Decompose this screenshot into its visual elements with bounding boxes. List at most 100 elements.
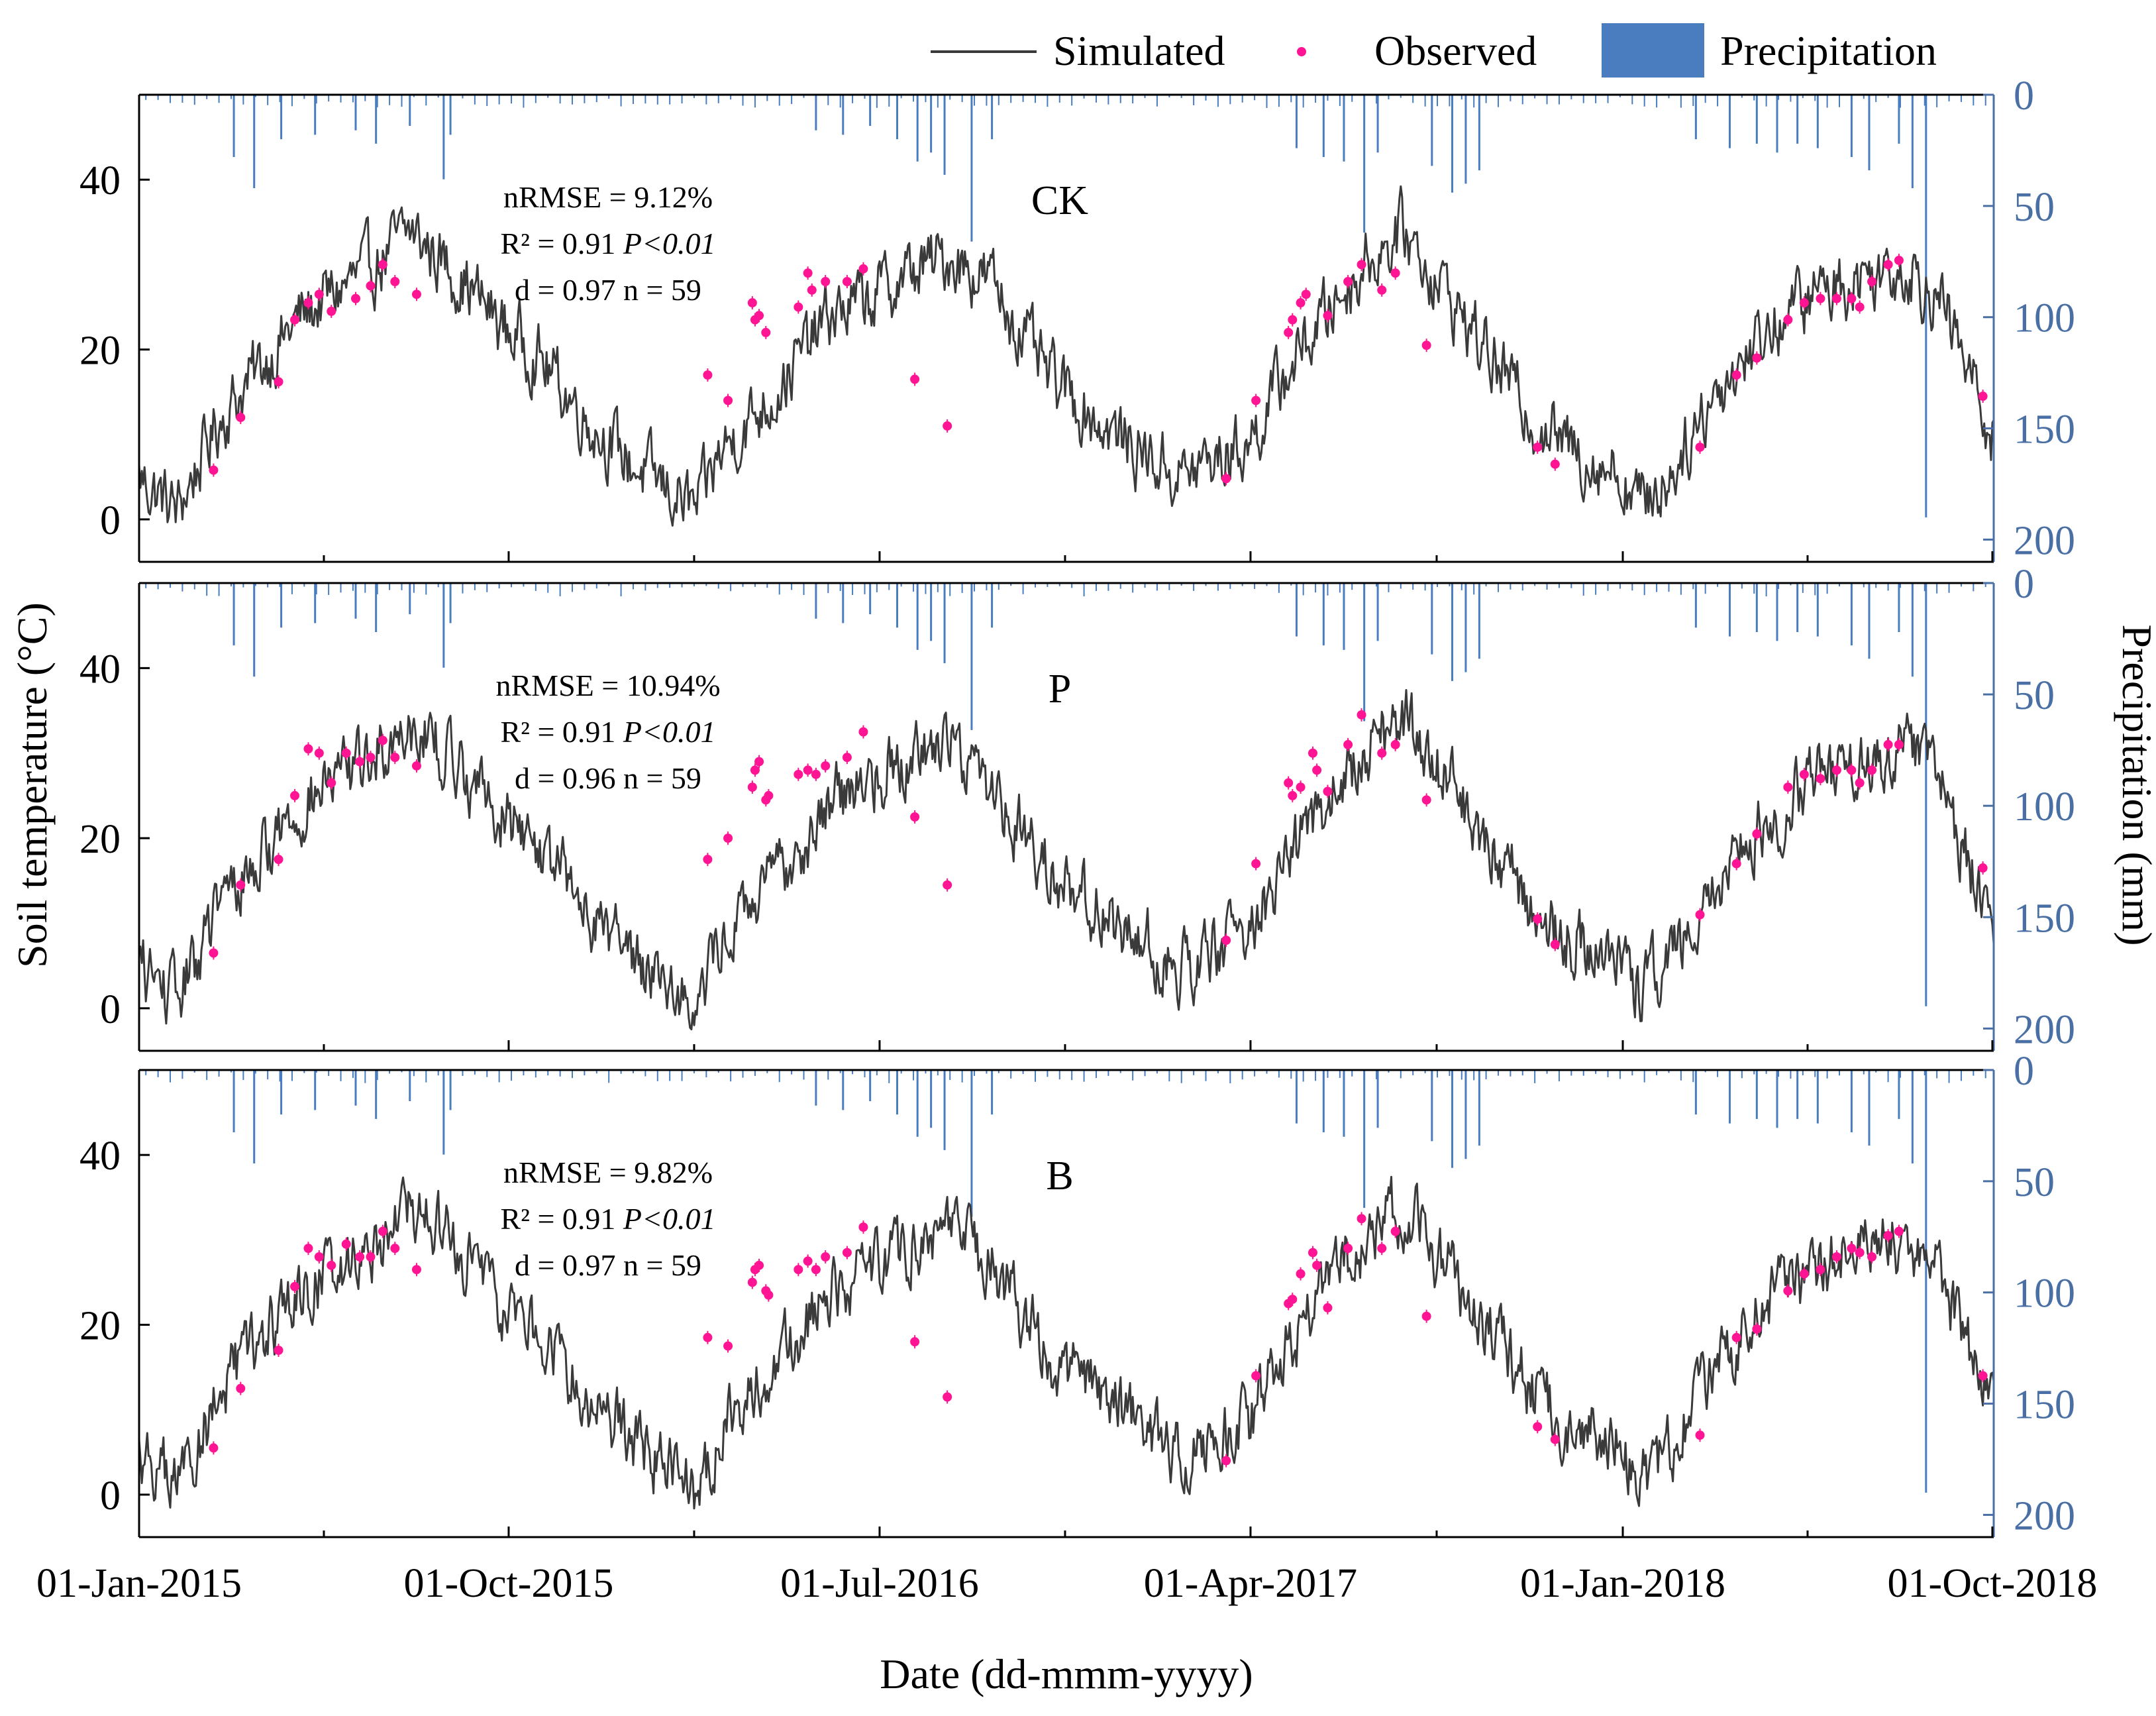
observed-point <box>1816 294 1825 303</box>
observed-point <box>747 1277 757 1287</box>
stats-r2: R² = 0.91 P<0.01 <box>500 1202 715 1236</box>
observed-point <box>910 374 920 384</box>
observed-point <box>1831 294 1841 303</box>
simulated-series <box>138 689 1995 1031</box>
observed-point <box>355 757 365 767</box>
observed-point <box>1323 786 1333 796</box>
observed-point <box>842 1248 852 1258</box>
y-axis-title: Soil temperature (°C) <box>9 602 56 968</box>
observed-point <box>378 260 387 270</box>
y-tick-label: 20 <box>79 1304 121 1349</box>
y2-tick-label: 100 <box>2014 784 2075 830</box>
observed-point <box>754 311 764 321</box>
observed-point <box>366 753 376 763</box>
stats-r2: R² = 0.91 P<0.01 <box>500 715 715 749</box>
y2-tick-label: 0 <box>2014 74 2034 119</box>
observed-point <box>1831 765 1841 775</box>
observed-point <box>1752 353 1762 363</box>
observed-point <box>1867 765 1877 775</box>
observed-point <box>236 413 246 423</box>
observed-point <box>1343 277 1353 286</box>
y2-tick-label: 50 <box>2014 1160 2055 1205</box>
observed-point <box>703 370 713 380</box>
observed-point <box>842 753 852 763</box>
simulated-series <box>138 1175 1995 1510</box>
observed-point <box>236 1383 246 1393</box>
observed-point <box>1978 863 1988 873</box>
observed-point <box>703 1332 713 1342</box>
observed-point <box>1221 1456 1231 1466</box>
observed-point <box>314 1252 324 1261</box>
observed-point <box>703 855 713 865</box>
y-tick-label: 20 <box>79 329 121 374</box>
observed-point <box>390 1244 400 1254</box>
observed-point <box>1533 1422 1543 1432</box>
observed-point <box>1288 790 1298 800</box>
observed-point <box>1883 260 1893 270</box>
observed-point <box>411 290 421 299</box>
observed-point <box>764 1290 774 1300</box>
observed-point <box>1799 1269 1809 1279</box>
observed-point <box>1296 782 1306 792</box>
observed-point <box>1284 327 1294 337</box>
observed-point <box>1357 710 1366 720</box>
stats-r2-value: R² = 0.91 <box>500 715 623 749</box>
observed-point <box>274 855 283 865</box>
observed-point <box>314 290 324 299</box>
y-tick-label: 40 <box>79 158 121 203</box>
observed-point <box>747 298 757 308</box>
observed-point <box>1894 255 1904 265</box>
observed-point <box>366 281 376 291</box>
observed-point <box>1533 442 1543 452</box>
observed-point <box>1978 1371 1988 1381</box>
observed-point <box>1323 1303 1333 1313</box>
observed-point <box>1251 396 1261 405</box>
observed-point <box>390 753 400 763</box>
x-tick-label: 01-Jan-2018 <box>1520 1561 1725 1606</box>
observed-point <box>303 744 313 754</box>
observed-point <box>910 812 920 822</box>
observed-point <box>378 735 387 745</box>
y2-tick-label: 100 <box>2014 1271 2075 1316</box>
observed-point <box>303 298 313 308</box>
observed-point <box>821 761 831 771</box>
observed-point <box>1695 442 1705 452</box>
observed-point <box>1867 1252 1877 1261</box>
observed-point <box>842 277 852 286</box>
y-tick-label: 40 <box>79 1134 121 1179</box>
panel-label: B <box>1046 1153 1073 1199</box>
observed-point <box>858 727 868 737</box>
stats-r2-value: R² = 0.91 <box>500 227 623 260</box>
y-tick-label: 40 <box>79 647 121 692</box>
y2-tick-label: 200 <box>2014 1007 2075 1052</box>
observed-point <box>1847 765 1857 775</box>
panel-label: P <box>1049 667 1071 712</box>
observed-point <box>754 757 764 767</box>
stats-d-n: d = 0.97 n = 59 <box>515 273 701 307</box>
observed-point <box>274 1346 283 1355</box>
y2-tick-label: 50 <box>2014 673 2055 718</box>
stats-d-n: d = 0.96 n = 59 <box>515 761 701 795</box>
legend-precipitation-swatch <box>1602 23 1704 78</box>
observed-point <box>807 285 817 295</box>
observed-point <box>351 294 361 303</box>
observed-point <box>366 1252 376 1261</box>
observed-point <box>290 315 300 325</box>
observed-point <box>327 778 336 788</box>
y-tick-label: 0 <box>100 498 121 543</box>
observed-point <box>411 761 421 771</box>
simulated-series <box>138 185 1995 527</box>
x-tick-label: 01-Oct-2015 <box>404 1561 614 1606</box>
observed-point <box>1323 311 1333 321</box>
stats-p-value: P<0.01 <box>623 227 716 260</box>
observed-point <box>1288 315 1298 325</box>
observed-point <box>1284 778 1294 788</box>
observed-point <box>1783 782 1793 792</box>
observed-point <box>1847 294 1857 303</box>
observed-point <box>1296 298 1306 308</box>
y-tick-label: 20 <box>79 817 121 862</box>
stats-p-value: P<0.01 <box>623 715 716 749</box>
stats-nrmse: nRMSE = 9.82% <box>503 1155 713 1189</box>
